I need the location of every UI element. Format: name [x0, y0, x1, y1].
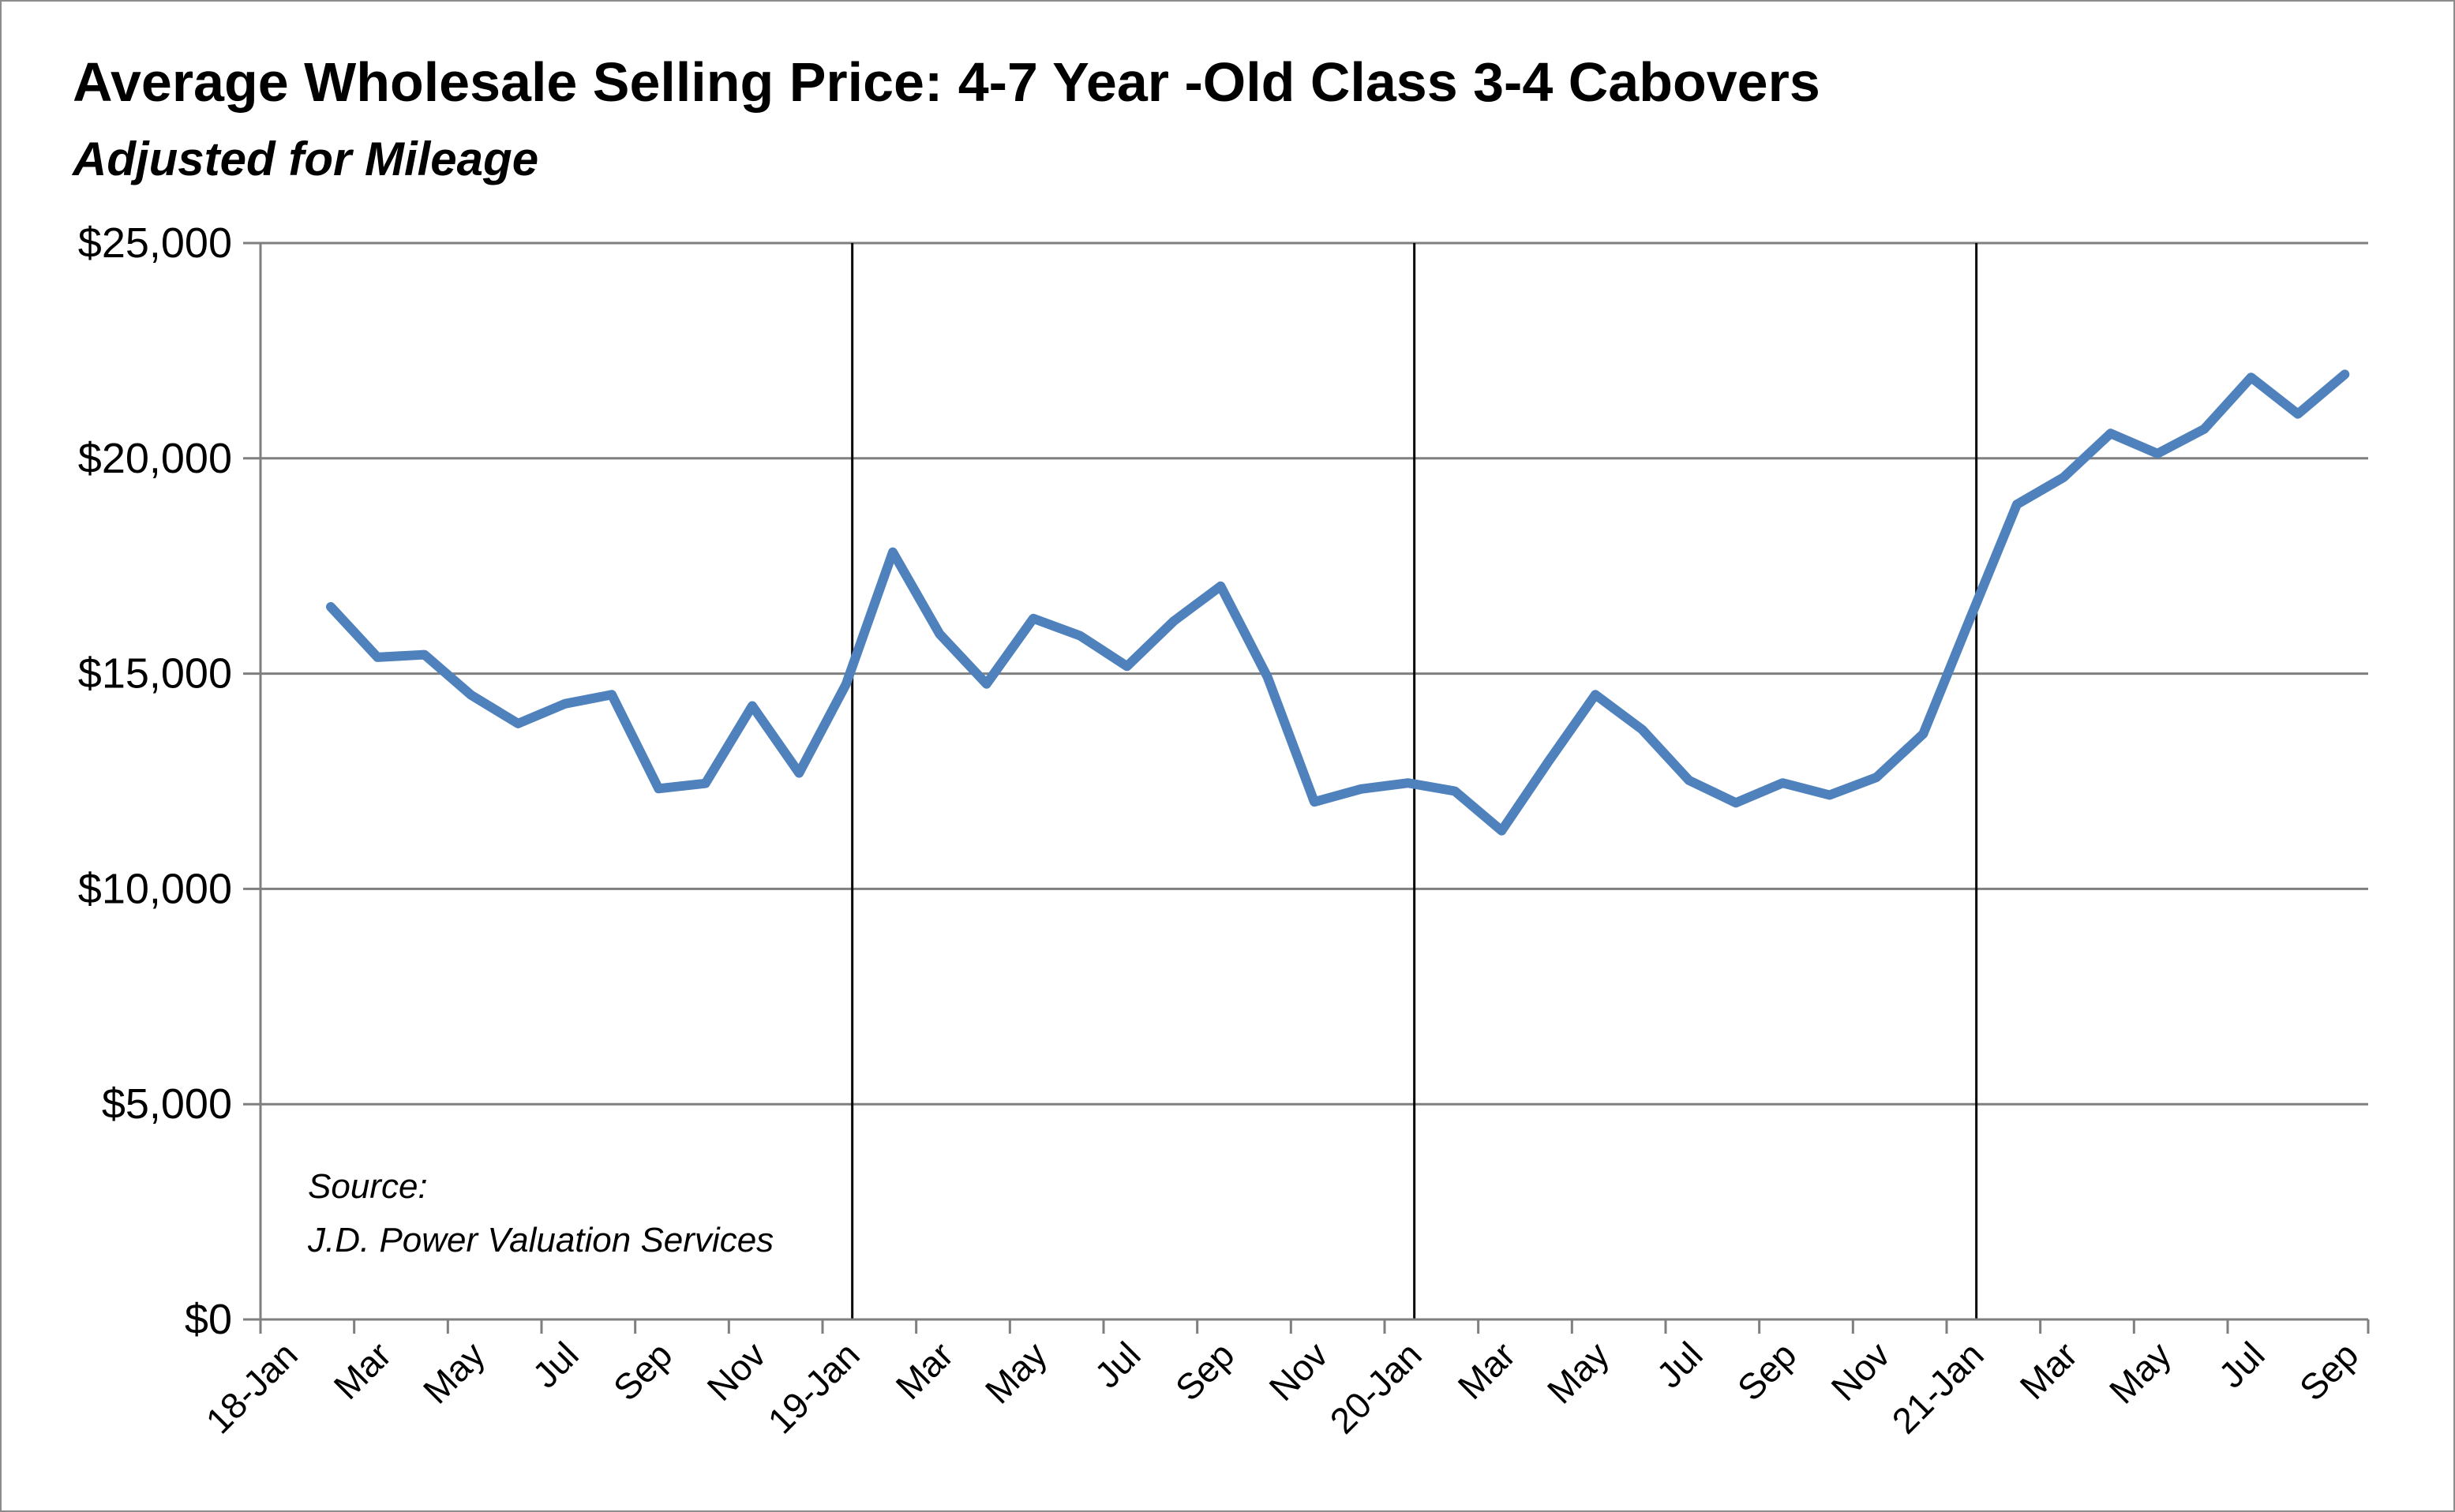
y-tick-label-25000: $25,000: [78, 219, 232, 267]
y-tick-label-15000: $15,000: [78, 650, 232, 698]
x-tick-label-12: 20-Jan: [1322, 1334, 1430, 1441]
x-tick-label-19: Mar: [2012, 1334, 2086, 1407]
x-tick-label-22: Sep: [2292, 1334, 2367, 1409]
x-tick-label-14: May: [1539, 1334, 1617, 1411]
x-tick-label-4: Sep: [605, 1334, 680, 1409]
x-tick-label-9: Jul: [1086, 1334, 1148, 1395]
gridlines: [260, 241, 2368, 1106]
series-line-0: [326, 369, 2350, 836]
x-tick-label-2: May: [415, 1334, 493, 1411]
series-group: [326, 369, 2350, 836]
x-tick-label-15: Jul: [1648, 1334, 1710, 1395]
x-tick-label-17: Nov: [1823, 1334, 1898, 1409]
x-tick-label-11: Nov: [1261, 1334, 1336, 1409]
y-axis-ticks: $0 $5,000 $10,000 $15,000 $20,000 $25,000: [78, 219, 260, 1343]
x-tick-label-8: May: [977, 1334, 1055, 1411]
source-annotation-line-2: J.D. Power Valuation Services: [307, 1221, 774, 1259]
x-tick-label-6: 19-Jan: [760, 1334, 868, 1441]
axes: [259, 243, 2368, 1321]
x-tick-label-7: Mar: [888, 1334, 961, 1407]
x-tick-label-16: Sep: [1730, 1334, 1805, 1409]
y-tick-label-20000: $20,000: [78, 435, 232, 482]
x-tick-label-13: Mar: [1450, 1334, 1524, 1407]
x-tick-label-20: May: [2101, 1334, 2179, 1411]
chart-title: Average Wholesale Selling Price: 4-7 Yea…: [73, 51, 1820, 113]
y-tick-label-5000: $5,000: [102, 1080, 232, 1128]
y-tick-label-10000: $10,000: [78, 865, 232, 912]
x-tick-label-1: Mar: [326, 1334, 399, 1407]
x-tick-label-18: 21-Jan: [1884, 1334, 1992, 1441]
x-tick-label-3: Jul: [524, 1334, 586, 1395]
chart-subtitle: Adjusted for Mileage: [71, 133, 538, 185]
x-tick-label-0: 18-Jan: [198, 1334, 305, 1441]
y-tick-label-0: $0: [185, 1296, 232, 1343]
x-tick-label-21: Jul: [2210, 1334, 2272, 1395]
x-tick-label-5: Nov: [699, 1334, 774, 1409]
source-annotation-line-1: Source:: [308, 1167, 428, 1206]
x-tick-label-10: Sep: [1168, 1334, 1242, 1409]
